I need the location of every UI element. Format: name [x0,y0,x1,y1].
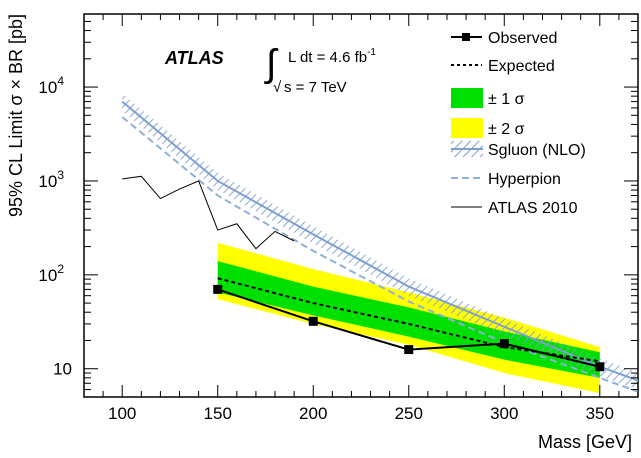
legend-label-sgluon: Sgluon (NLO) [488,142,586,159]
atlas-label: ATLAS [164,48,224,68]
legend-item-observed: Observed [451,30,557,47]
legend-item-1sigma: ± 1 σ [451,88,525,108]
luminosity-label: L dt = 4.6 fb-1 [288,47,376,66]
observed-point [213,284,223,294]
y-tick-label: 104 [38,74,64,97]
legend-label-atlas2010: ATLAS 2010 [488,200,578,217]
legend-label-expected: Expected [488,58,555,75]
x-axis-label: Mass [GeV] [538,432,632,452]
hyperpion-line [121,116,638,393]
plot-frame [83,13,639,398]
x-tick-label: 150 [204,404,232,423]
band-1sigma [217,261,600,378]
x-tick-label: 250 [395,404,423,423]
observed-point [595,362,605,372]
x-tick-label: 300 [490,404,518,423]
x-tick-label: 100 [108,404,136,423]
energy-label: s = 7 TeV [284,79,347,96]
legend-label-hyperpion: Hyperpion [488,171,561,188]
sqrt-icon: √ [273,79,282,96]
legend-label-2sigma: ± 2 σ [488,121,525,138]
legend-item-atlas2010: ATLAS 2010 [451,200,578,217]
y-tick-label: 10 [53,360,72,379]
x-tick-label: 200 [299,404,327,423]
y-axis-label: 95% CL Limit σ × BR [pb] [6,14,26,217]
legend-item-expected: Expected [451,58,555,75]
integral-sign-icon: ∫ [264,43,279,85]
atlas2010-line [122,175,295,250]
legend-label-observed: Observed [488,30,557,47]
legend-label-1sigma: ± 1 σ [488,91,525,108]
legend: Observed Expected ± 1 σ ± 2 σ Sgluon (NL… [451,30,586,217]
y-tick-label: 103 [38,168,64,191]
x-tick-label: 350 [586,404,614,423]
observed-point [499,339,509,349]
observed-point [308,316,318,326]
sgluon-band [122,93,638,390]
legend-item-sgluon: Sgluon (NLO) [451,141,586,159]
expected-line [217,277,600,363]
legend-item-2sigma: ± 2 σ [451,118,525,138]
observed-point [404,345,414,355]
legend-item-hyperpion: Hyperpion [451,171,561,188]
y-tick-label: 102 [38,262,64,285]
